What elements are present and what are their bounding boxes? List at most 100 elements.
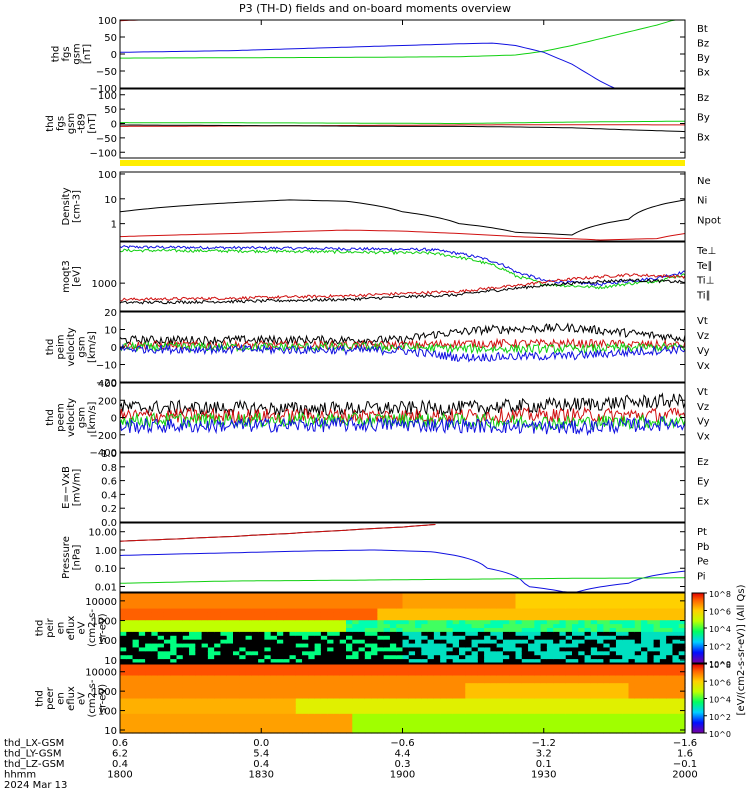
heatmap-cell (226, 612, 234, 617)
heatmap-cell (308, 717, 316, 723)
heatmap-cell (170, 604, 178, 610)
heatmap-cell (452, 710, 460, 715)
heatmap-cell (132, 717, 140, 723)
heatmap-cell (433, 655, 441, 660)
x-tick-label: 6.2 (112, 749, 128, 760)
heatmap-cell (415, 690, 422, 696)
heatmap-cell (220, 651, 228, 656)
heatmap-cell (484, 659, 491, 664)
heatmap-cell (157, 729, 165, 734)
heatmap-cell (138, 616, 146, 621)
heatmap-cell (333, 604, 341, 610)
heatmap-cell (490, 651, 498, 656)
heatmap-cell (333, 600, 341, 606)
heatmap-cell (421, 604, 429, 610)
heatmap-cell (584, 643, 592, 649)
heatmap-cell (622, 655, 630, 660)
heatmap-cell (126, 624, 134, 629)
heatmap-cell (659, 643, 667, 649)
heatmap-cell (239, 664, 247, 669)
heatmap-cell (521, 620, 529, 625)
heatmap-cell (590, 679, 598, 684)
heatmap-cell (339, 624, 347, 629)
heatmap-cell (452, 683, 460, 688)
heatmap-cell (377, 729, 385, 734)
heatmap-cell (540, 679, 548, 684)
heatmap-cell (459, 675, 466, 680)
heatmap-cell (559, 635, 567, 641)
heatmap-cell (352, 639, 360, 645)
heatmap-cell (302, 631, 309, 637)
heatmap-cell (502, 604, 510, 610)
heatmap-cell (396, 721, 404, 726)
heatmap-cell (264, 713, 272, 719)
y-axis-label: (cm2-s- (87, 609, 98, 647)
heatmap-cell (540, 671, 548, 677)
heatmap-cell (408, 631, 416, 637)
heatmap-cell (546, 664, 554, 669)
heatmap-cell (283, 687, 291, 692)
heatmap-cell (440, 604, 448, 610)
heatmap-cell (245, 710, 253, 715)
heatmap-cell (333, 659, 341, 664)
series-temp-Te∥ (119, 278, 686, 305)
heatmap-cell (270, 596, 278, 602)
heatmap-cell (364, 675, 372, 680)
heatmap-cell (465, 721, 473, 726)
heatmap-cell (132, 651, 140, 656)
heatmap-cell (490, 631, 498, 637)
heatmap-cell (195, 593, 203, 598)
heatmap-cell (157, 631, 165, 637)
heatmap-cell (565, 643, 573, 649)
heatmap-cell (132, 659, 140, 664)
heatmap-cell (352, 600, 360, 606)
heatmap-cell (276, 608, 284, 614)
heatmap-cell (666, 600, 674, 606)
colorbar-peir (691, 592, 705, 664)
heatmap-cell (559, 659, 567, 664)
heatmap-cell (415, 639, 422, 645)
heatmap-cell (201, 596, 209, 602)
heatmap-cell (333, 628, 341, 633)
heatmap-cell (176, 683, 184, 688)
heatmap-cell (195, 628, 203, 633)
heatmap-cell (245, 702, 253, 707)
heatmap-cell (214, 710, 222, 715)
heatmap-cell (427, 698, 435, 703)
heatmap-cell (314, 687, 322, 692)
heatmap-cell (559, 675, 567, 680)
heatmap-cell (502, 596, 510, 602)
heatmap-cell (484, 725, 491, 730)
heatmap-cell (327, 725, 335, 730)
heatmap-cell (672, 608, 680, 614)
heatmap-cell (358, 675, 366, 680)
heatmap-cell (509, 659, 517, 664)
heatmap-cell (540, 639, 548, 645)
heatmap-cell (170, 643, 178, 649)
heatmap-cell (609, 713, 617, 719)
heatmap-cell (433, 620, 441, 625)
heatmap-cell (383, 639, 391, 645)
heatmap-cell (396, 608, 404, 614)
heatmap-cell (402, 664, 410, 669)
heatmap-cell (308, 624, 316, 629)
heatmap-cell (120, 690, 127, 696)
heatmap-cell (327, 690, 335, 696)
heatmap-cell (170, 659, 178, 664)
heatmap-cell (138, 659, 146, 664)
heatmap-cell (251, 671, 259, 677)
heatmap-cell (358, 593, 366, 598)
heatmap-cell (276, 651, 284, 656)
heatmap-cell (352, 687, 360, 692)
heatmap-cell (452, 690, 460, 696)
heatmap-cell (590, 664, 598, 669)
heatmap-cell (603, 593, 611, 598)
heatmap-cell (377, 600, 385, 606)
heatmap-cell (214, 639, 222, 645)
heatmap-cell (214, 729, 222, 734)
heatmap-cell (465, 706, 473, 711)
heatmap-cell (477, 721, 485, 726)
heatmap-cell (182, 702, 190, 707)
heatmap-cell (528, 667, 535, 673)
heatmap-cell (151, 612, 159, 617)
